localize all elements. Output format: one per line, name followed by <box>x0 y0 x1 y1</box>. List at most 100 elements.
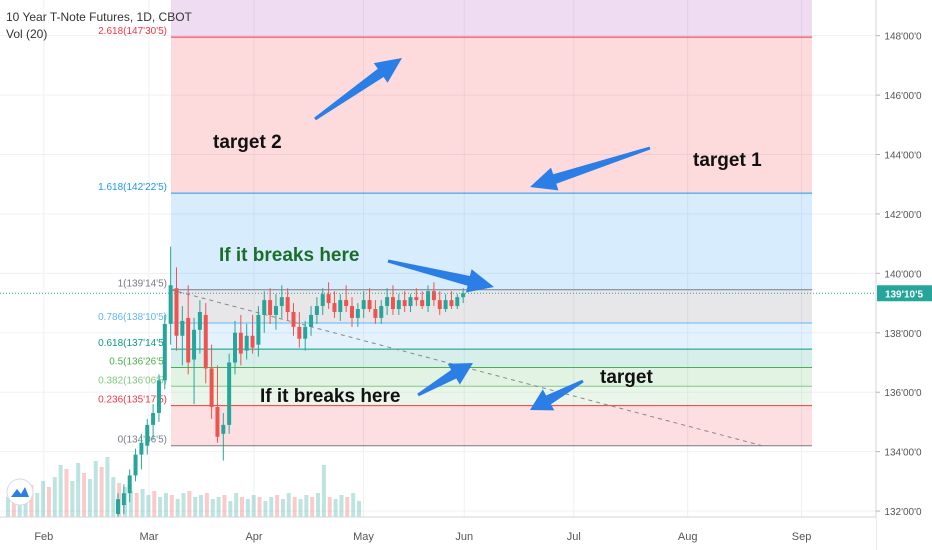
candle-body <box>221 424 226 434</box>
volume-bar <box>245 499 250 517</box>
candle-series <box>116 246 466 520</box>
volume-bar <box>6 497 10 517</box>
candle-body <box>367 300 372 310</box>
candle-body <box>437 300 442 310</box>
time-axis: Feb Mar Apr May Jun Jul Aug Sep <box>0 516 876 550</box>
candle <box>431 282 436 307</box>
candle <box>145 418 150 455</box>
price-axis-label: 144'00'0 <box>884 151 922 162</box>
candle-body <box>414 297 419 301</box>
candle-body <box>203 314 208 369</box>
candle-body <box>121 493 126 506</box>
candle <box>414 288 419 307</box>
fib-zone <box>171 322 812 350</box>
tradingview-logo-icon[interactable] <box>6 478 34 506</box>
annotation-label: If it breaks here <box>260 386 400 407</box>
volume-bar <box>193 497 198 517</box>
fib-zone <box>171 386 812 406</box>
candle-body <box>186 317 191 363</box>
candle <box>326 282 331 310</box>
candle-body <box>273 306 278 315</box>
volume-bar <box>263 501 268 517</box>
candle-body <box>256 314 261 345</box>
candle <box>344 285 349 312</box>
candle <box>127 469 132 503</box>
candle-body <box>431 291 436 301</box>
volume-bar <box>310 497 315 517</box>
volume-bar <box>105 457 110 517</box>
fib-retracement: 0(134'06'5) 0.236(135'17'5) 0.382(136'06'5… <box>98 0 812 447</box>
fib-zone <box>171 349 812 368</box>
candle <box>139 433 144 470</box>
candle <box>332 291 337 318</box>
candle-body <box>133 454 138 476</box>
candle <box>303 320 308 351</box>
candle <box>197 300 202 354</box>
candle <box>156 374 161 422</box>
volume-bar <box>58 465 63 517</box>
fib-level-label: 1.618(142'22'5) <box>98 182 167 193</box>
volume-bar <box>199 495 204 517</box>
volume-bar <box>304 495 309 517</box>
fib-level-label: 0.236(135'17'5) <box>98 395 167 406</box>
candle-body <box>396 300 401 310</box>
candle <box>402 291 407 312</box>
candle-body <box>127 475 132 494</box>
volume-bar <box>175 499 180 517</box>
candle <box>244 323 249 360</box>
time-axis-label: Mar <box>139 531 158 543</box>
candle <box>227 353 232 434</box>
volume-bar <box>228 501 233 517</box>
volume-bar <box>111 477 116 517</box>
candle <box>379 300 384 324</box>
volume-bar <box>222 495 227 517</box>
candle-body <box>338 300 343 312</box>
volume-bar <box>70 481 75 517</box>
candle <box>420 291 425 310</box>
candle <box>361 291 366 318</box>
annotation-label: target 2 <box>213 132 282 153</box>
candle-body <box>192 329 197 360</box>
fib-zone <box>171 37 812 194</box>
time-axis-background <box>0 517 876 550</box>
volume-bar <box>292 497 297 517</box>
candle-body <box>355 309 360 318</box>
volume-bar <box>29 485 34 517</box>
volume-bar <box>23 495 28 517</box>
candle <box>186 285 191 375</box>
volume-bar <box>87 479 92 517</box>
volume-bar <box>146 495 151 517</box>
fib-level-label: 0.382(136'06'5) <box>98 375 167 386</box>
candle <box>367 288 372 312</box>
candle-body <box>174 288 179 336</box>
volume-bar <box>298 499 303 517</box>
candle-body <box>309 314 314 327</box>
candle <box>443 294 448 312</box>
time-axis-label: Apr <box>245 531 262 543</box>
candle <box>268 288 273 324</box>
volume-bar <box>345 497 350 517</box>
volume-indicator-label[interactable]: Vol (20) <box>6 27 48 41</box>
candle-body <box>320 294 325 307</box>
candle-body <box>426 291 431 307</box>
volume-bar <box>46 487 51 517</box>
candle-body <box>197 311 202 330</box>
time-axis-label: Aug <box>678 531 698 543</box>
volume-bar <box>333 499 338 517</box>
volume-bar <box>187 491 192 517</box>
candle <box>320 288 325 315</box>
candle-body <box>285 297 290 312</box>
candle-body <box>408 297 413 307</box>
candle-body <box>215 407 220 437</box>
volume-bar <box>128 491 133 517</box>
candle <box>180 306 185 366</box>
fib-zone-extension <box>171 0 812 38</box>
fib-zone <box>171 289 812 323</box>
candle <box>209 344 214 419</box>
logo-mark <box>11 487 29 497</box>
candle-body <box>227 362 232 425</box>
candle <box>174 267 179 351</box>
annotation-arrow <box>530 379 584 411</box>
candle-body <box>268 300 273 315</box>
